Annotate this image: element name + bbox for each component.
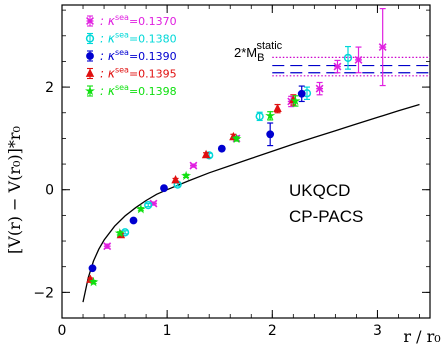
- data-point: [103, 242, 112, 251]
- legend: : κsea=0.1370: κsea=0.1380: κsea=0.1390:…: [85, 13, 177, 98]
- legend-value: =0.1398: [129, 85, 177, 98]
- legend-sup: sea: [115, 66, 129, 75]
- legend-entry-2: : κsea=0.1380: [85, 31, 177, 46]
- legend-sup: sea: [115, 48, 129, 57]
- legend-sup: sea: [115, 13, 129, 22]
- series-4: [86, 94, 298, 283]
- fit-curve-line: [82, 103, 420, 303]
- data-points-layer: [86, 7, 387, 287]
- legend-marker: [86, 52, 94, 60]
- data-point: [135, 203, 146, 214]
- x-tick-label: 1: [163, 323, 172, 339]
- legend-sup: sea: [115, 31, 129, 40]
- data-point: [343, 53, 353, 63]
- plot-border: [61, 4, 431, 319]
- series-3: [88, 85, 306, 273]
- legend-marker: [86, 17, 94, 25]
- fit-curve-layer: [82, 103, 420, 303]
- data-point: [189, 161, 198, 170]
- x-tick-label: 2: [268, 323, 277, 339]
- static-mass-main: 2*M: [234, 45, 257, 60]
- plot-frame: [61, 4, 431, 319]
- static-mass-label: 2*MBstatic: [234, 40, 283, 64]
- series-5: [88, 95, 301, 287]
- legend-label: : κsea=0.1398: [100, 83, 177, 98]
- static-mass-sup: static: [256, 40, 282, 52]
- y-tick-label: −2: [33, 285, 54, 301]
- legend-entry-5: : κsea=0.1398: [85, 83, 177, 98]
- legend-marker: [85, 68, 95, 77]
- legend-marker: [85, 85, 95, 96]
- legend-entry-4: : κsea=0.1395: [85, 66, 177, 81]
- legend-label: : κsea=0.1395: [100, 66, 177, 81]
- data-point: [290, 95, 301, 106]
- y-tick-label: 0: [45, 183, 54, 199]
- legend-sup: sea: [115, 83, 129, 92]
- data-point: [88, 264, 97, 273]
- data-point: [217, 144, 226, 153]
- y-axis-title: [V(r) − V(r₀)]*r₀: [5, 126, 24, 254]
- legend-marker: [85, 34, 95, 43]
- legend-label: : κsea=0.1380: [100, 31, 177, 46]
- legend-kappa: : κ: [100, 67, 116, 81]
- x-tick-label: 3: [373, 323, 382, 339]
- legend-entry-1: : κsea=0.1370: [86, 13, 177, 28]
- legend-kappa: : κ: [100, 84, 116, 98]
- legend-kappa: : κ: [100, 32, 116, 46]
- legend-kappa: : κ: [100, 14, 116, 28]
- collab-label-cppacs: CP-PACS: [289, 207, 363, 226]
- data-point: [114, 228, 125, 238]
- legend-value: =0.1395: [129, 68, 177, 81]
- legend-value: =0.1390: [129, 50, 177, 63]
- data-point: [160, 184, 168, 193]
- legend-entry-3: : κsea=0.1390: [86, 48, 177, 63]
- data-point: [378, 43, 387, 52]
- data-point: [201, 149, 211, 159]
- data-point: [265, 110, 276, 121]
- legend-kappa: : κ: [100, 49, 116, 63]
- data-point: [129, 216, 138, 225]
- data-point: [88, 276, 99, 287]
- data-point: [273, 103, 282, 113]
- axis-ticks-layer: 0 1 2 3 −2 0 2: [33, 5, 430, 339]
- data-point: [144, 200, 153, 210]
- static-mass-lines: [272, 56, 430, 77]
- legend-label: : κsea=0.1370: [100, 13, 177, 28]
- data-point: [181, 170, 192, 181]
- y-tick-label: 2: [45, 80, 54, 96]
- legend-label: : κsea=0.1390: [100, 48, 177, 63]
- static-mass-sub: B: [257, 52, 264, 64]
- data-point: [231, 133, 242, 144]
- collab-label-ukqcd: UKQCD: [289, 181, 350, 200]
- data-point: [354, 55, 363, 64]
- legend-value: =0.1380: [129, 33, 177, 46]
- data-point: [297, 89, 306, 98]
- data-point: [255, 112, 264, 121]
- x-tick-label: 0: [58, 323, 67, 339]
- series-2: [120, 45, 353, 237]
- data-point: [333, 62, 342, 71]
- legend-value: =0.1370: [129, 15, 177, 28]
- data-point: [171, 174, 180, 184]
- x-axis-title: r / r₀: [403, 327, 440, 346]
- data-point: [315, 84, 324, 93]
- data-point: [266, 130, 275, 139]
